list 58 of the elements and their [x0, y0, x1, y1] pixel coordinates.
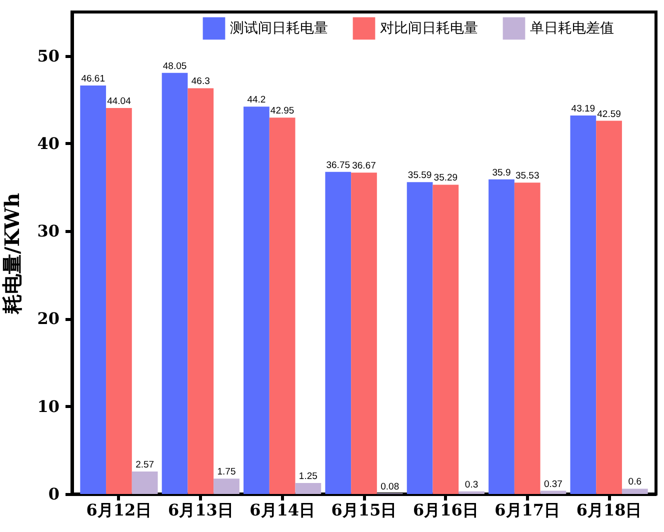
data-label: 36.75 — [326, 160, 350, 171]
bar — [325, 172, 352, 494]
data-label: 43.19 — [571, 104, 596, 114]
x-tick-label: 6月14日 — [250, 500, 316, 520]
legend-label: 单日耗电差值 — [530, 20, 614, 36]
bar — [458, 491, 484, 494]
x-tick-label: 6月18日 — [576, 500, 642, 520]
bar — [596, 120, 622, 494]
bar — [106, 108, 132, 494]
data-label: 35.9 — [492, 167, 511, 178]
bar — [406, 182, 433, 494]
data-label: 48.05 — [162, 60, 187, 72]
x-tick-label: 6月17日 — [494, 500, 560, 520]
data-label: 2.57 — [136, 459, 154, 470]
y-tick-label: 30 — [37, 222, 60, 241]
bar — [514, 182, 540, 494]
x-tick-label: 6月15日 — [331, 500, 397, 520]
data-label: 42.95 — [270, 106, 294, 117]
bar — [622, 488, 648, 494]
data-label: 35.59 — [408, 170, 432, 182]
y-tick-label: 50 — [37, 46, 60, 66]
bar — [162, 72, 188, 494]
bar — [432, 184, 459, 494]
y-tick-label: 10 — [37, 396, 60, 416]
y-axis-title: 耗电量/KWh — [0, 192, 24, 315]
data-label: 46.61 — [81, 74, 105, 85]
data-label: 0.3 — [464, 479, 478, 490]
legend-label: 测试间日耗电量 — [230, 20, 328, 36]
bar — [351, 172, 377, 494]
data-label: 42.59 — [597, 108, 621, 120]
bar — [80, 86, 106, 494]
x-tick-label: 6月16日 — [412, 500, 478, 520]
data-label: 44.2 — [247, 94, 266, 106]
bar — [214, 478, 240, 494]
y-tick-label: 40 — [37, 134, 60, 153]
bar — [269, 118, 296, 494]
y-tick-label: 0 — [48, 484, 60, 504]
bar — [540, 490, 566, 494]
bar — [132, 471, 158, 494]
data-label: 35.53 — [515, 170, 540, 182]
data-label: 0.37 — [544, 478, 562, 490]
bar — [295, 483, 322, 494]
data-label: 46.3 — [191, 76, 210, 88]
data-label: 1.25 — [298, 471, 318, 482]
data-label: 36.67 — [352, 160, 376, 172]
data-label: 0.6 — [628, 476, 642, 488]
data-label: 1.75 — [217, 466, 236, 478]
data-label: 44.04 — [107, 96, 131, 108]
x-tick-label: 6月13日 — [168, 500, 234, 520]
bar — [188, 88, 214, 494]
bar — [488, 179, 514, 494]
data-label: 35.29 — [434, 172, 458, 184]
bar — [570, 116, 596, 494]
bar — [244, 106, 270, 494]
y-tick-label: 20 — [37, 309, 60, 328]
x-tick-label: 6月12日 — [86, 500, 152, 520]
data-label: 0.08 — [380, 481, 400, 492]
legend-label: 对比间日耗电量 — [380, 20, 478, 36]
